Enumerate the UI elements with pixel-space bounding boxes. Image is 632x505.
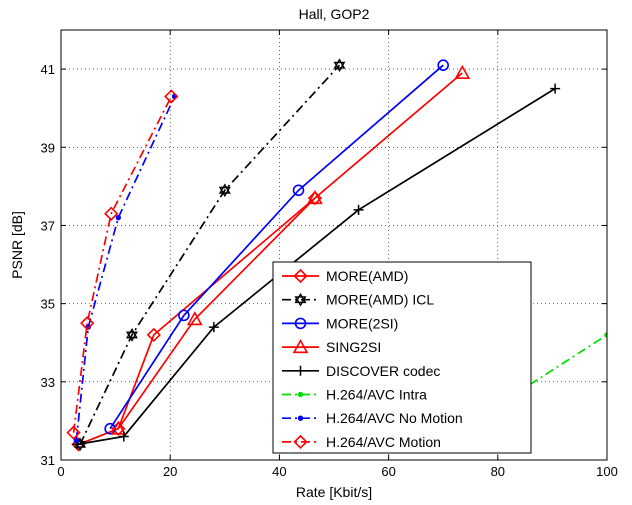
- hexagram-down: [294, 296, 307, 307]
- data-point: [125, 327, 138, 342]
- legend-marker: [294, 292, 307, 307]
- hexagram-down: [218, 186, 231, 198]
- y-tick-label: 39: [41, 140, 55, 155]
- y-tick-label: 37: [41, 218, 55, 233]
- series-line: [72, 96, 173, 433]
- data-point: [66, 425, 81, 440]
- hexagram-up: [294, 292, 307, 304]
- series-line: [78, 197, 316, 446]
- series-layer: [66, 58, 607, 452]
- y-tick-label: 35: [41, 297, 55, 312]
- y-tick-label: 41: [41, 62, 55, 77]
- data-point: [118, 431, 129, 442]
- data-point: [104, 206, 119, 221]
- hexagram-up: [333, 58, 346, 69]
- series-line: [75, 96, 176, 441]
- legend-label: H.264/AVC Intra: [326, 387, 427, 403]
- data-point: [73, 437, 79, 444]
- legend-label: MORE(AMD): [326, 268, 408, 284]
- series-7: [66, 89, 179, 440]
- data-point: [208, 322, 219, 333]
- x-tick-label: 0: [57, 464, 64, 479]
- y-tick-label: 33: [41, 375, 55, 390]
- series-3: [110, 64, 471, 435]
- data-point: [353, 204, 364, 215]
- data-point: [550, 83, 561, 94]
- hexagram-down: [333, 61, 346, 73]
- ticks: 0 20 40 60 80 100 31 33 35 37 39 41: [41, 30, 618, 479]
- series-line: [109, 64, 444, 430]
- data-point: [115, 214, 122, 221]
- data-point: [110, 420, 127, 435]
- x-tick-label: 80: [491, 464, 505, 479]
- legend-marker: [297, 415, 304, 421]
- legend-marker: [297, 391, 304, 398]
- data-point: [146, 327, 161, 343]
- legend-label: DISCOVER codec: [326, 363, 440, 379]
- chart-title: Hall, GOP2: [299, 6, 370, 22]
- legend-marker: [293, 268, 308, 284]
- legend-label: H.264/AVC No Motion: [326, 410, 463, 426]
- x-axis-label: Rate [Kbit/s]: [296, 484, 372, 500]
- hexagram-down: [125, 331, 138, 342]
- data-point: [178, 309, 190, 322]
- data-point: [454, 64, 471, 79]
- x-tick-label: 60: [381, 464, 395, 479]
- series-2: [104, 59, 450, 435]
- x-tick-label: 100: [596, 464, 618, 479]
- legend-box: [272, 261, 532, 454]
- series-line: [79, 64, 341, 445]
- legend-marker: [292, 338, 309, 354]
- data-point: [437, 59, 450, 71]
- data-point: [292, 184, 305, 197]
- data-point: [307, 189, 323, 205]
- legend-label: MORE(2SI): [326, 315, 398, 331]
- legend: MORE(AMD) MORE(AMD) ICL MORE(2SI) SING2SI DI…: [272, 261, 532, 454]
- hexagram-up: [125, 327, 138, 339]
- legend-marker: [294, 317, 307, 330]
- data-point: [218, 183, 231, 198]
- y-tick-label: 31: [41, 453, 55, 468]
- data-point: [80, 316, 95, 331]
- legend-label: MORE(AMD) ICL: [326, 292, 434, 308]
- legend-marker: [293, 434, 308, 450]
- legend-label: H.264/AVC Motion: [326, 434, 441, 450]
- series-line: [117, 72, 463, 430]
- data-point: [164, 89, 179, 104]
- series-4: [72, 83, 561, 450]
- y-axis-label: PSNR [dB]: [9, 211, 25, 279]
- x-tick-label: 40: [272, 464, 286, 479]
- plot-frame: [60, 29, 608, 461]
- data-point: [186, 311, 203, 326]
- data-point: [333, 58, 346, 73]
- legend-label: SING2SI: [326, 339, 381, 355]
- x-tick-label: 20: [163, 464, 177, 479]
- legend-marker: [295, 365, 306, 376]
- hexagram-up: [218, 183, 231, 194]
